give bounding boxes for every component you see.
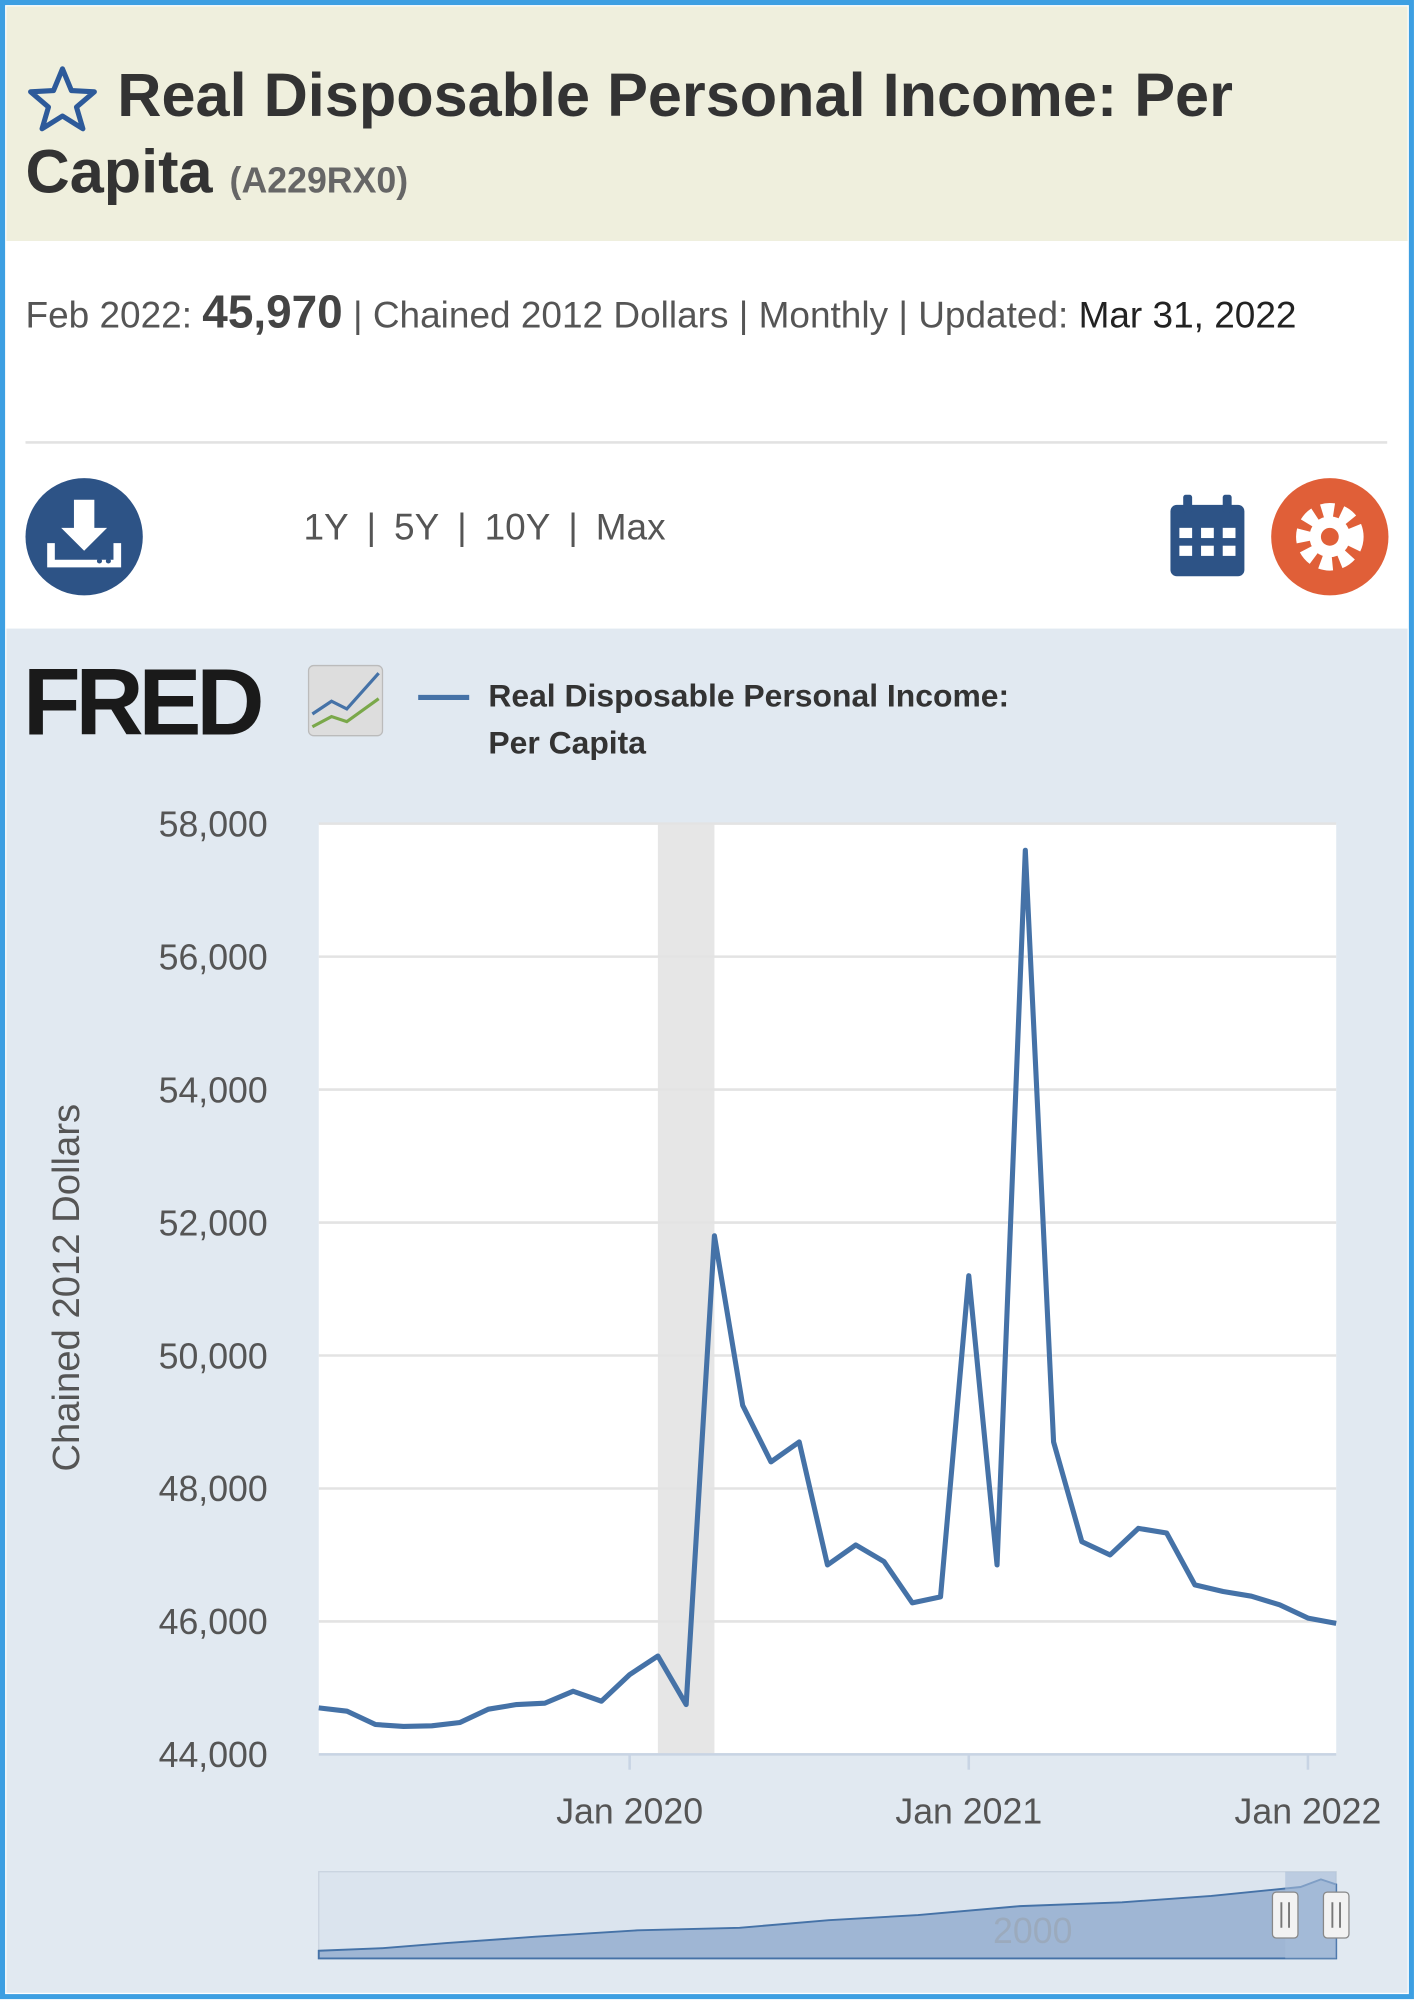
x-tick-label: Jan 2021	[895, 1791, 1042, 1831]
y-tick-label: 58,000	[159, 804, 268, 844]
range-button[interactable]: 1Y	[303, 507, 349, 549]
latest-value: 45,970	[202, 285, 343, 338]
title: Real Disposable Personal Income: Per Cap…	[26, 59, 1378, 220]
range-separator: |	[366, 507, 377, 549]
range-buttons: 1Y | 5Y | 10Y | Max	[303, 507, 683, 549]
legend-text: Real Disposable Personal Income: Per Cap…	[488, 678, 1010, 762]
logo: FRED	[22, 648, 265, 755]
recession-shading	[657, 823, 715, 1755]
y-tick-label: 46,000	[159, 1602, 268, 1642]
calendar-button[interactable]	[1170, 494, 1245, 577]
summary: Feb 2022: 45,970 | Chained 2012 Dollars …	[26, 281, 1378, 349]
x-tick-label: Jan 2022	[1235, 1791, 1382, 1831]
range-separator: |	[457, 507, 467, 549]
range-button[interactable]: 10Y	[484, 507, 551, 549]
y-tick-label: 50,000	[159, 1336, 268, 1376]
y-tick-label: 48,000	[159, 1469, 268, 1509]
date-label: Feb 2022:	[25, 295, 193, 337]
x-tick-label: Jan 2020	[556, 1791, 703, 1831]
logo-icon	[307, 664, 384, 737]
navigator-label: 2000	[993, 1911, 1072, 1951]
series-id: (A229RX0)	[229, 160, 409, 201]
plot-area	[318, 823, 1337, 1755]
details: | Chained 2012 Dollars | Monthly | Updat…	[352, 295, 1069, 337]
divider	[25, 441, 1388, 444]
y-tick-label: 56,000	[159, 937, 268, 977]
series-line	[318, 847, 1337, 1730]
range-separator: |	[568, 507, 578, 549]
header	[6, 6, 1408, 241]
y-tick-label: 44,000	[159, 1735, 268, 1775]
y-axis-label: Chained 2012 Dollars	[45, 1104, 88, 1472]
settings-button[interactable]	[1271, 478, 1389, 596]
range-button[interactable]: Max	[595, 507, 666, 549]
y-tick-label: 54,000	[159, 1070, 268, 1110]
download-button[interactable]	[25, 478, 143, 596]
star-icon[interactable]	[28, 66, 97, 132]
title-text: Real Disposable Personal Income: Per Cap…	[25, 62, 1233, 207]
range-button[interactable]: 5Y	[394, 507, 440, 549]
y-tick-label: 52,000	[159, 1203, 268, 1243]
updated: Mar 31, 2022	[1078, 295, 1297, 337]
navigator[interactable]	[317, 1871, 1350, 1960]
